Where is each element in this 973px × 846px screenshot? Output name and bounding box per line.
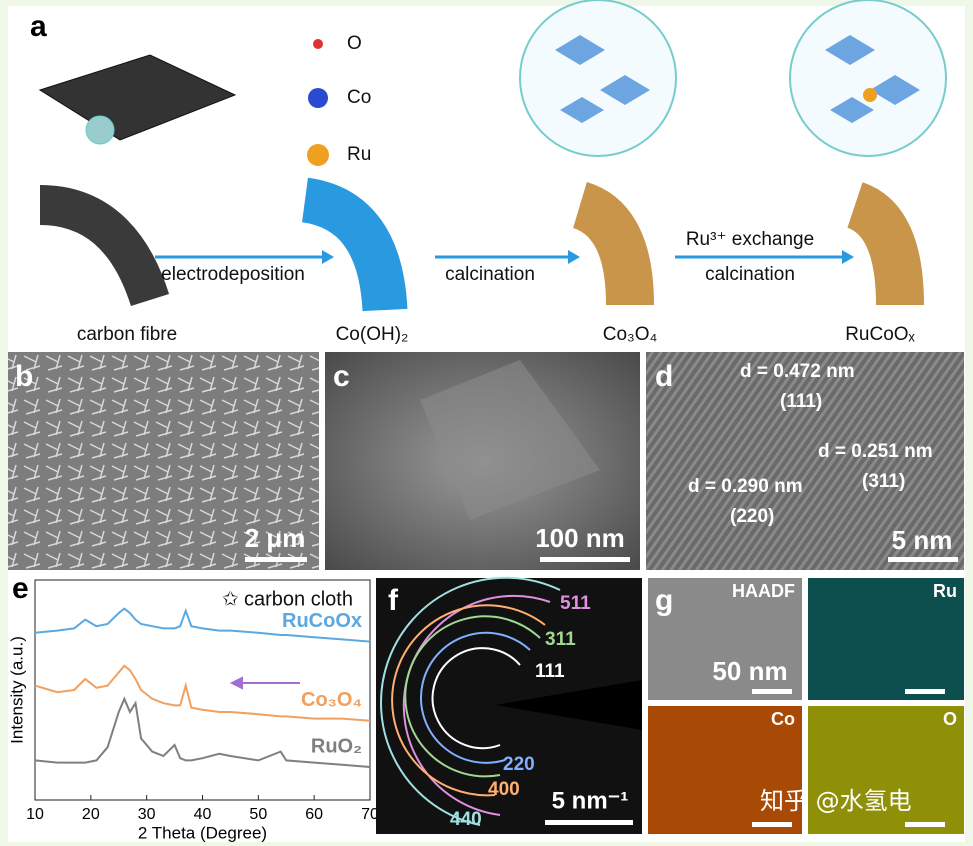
- panel-label: g: [655, 584, 673, 617]
- panel-label: d: [655, 360, 673, 393]
- scale-bar: [905, 822, 945, 827]
- x-tick-label: 20: [82, 806, 100, 823]
- step-label: electrodeposition: [161, 264, 305, 285]
- series-label: RuCoOx: [282, 610, 362, 632]
- annotation: d = 0.251 nm: [818, 441, 933, 462]
- rings: [380, 576, 561, 826]
- sem-image: [8, 352, 319, 570]
- scale-bar-label: 5 nm⁻¹: [552, 787, 629, 814]
- map-label: HAADF: [732, 581, 795, 601]
- annotation: (311): [862, 471, 905, 492]
- shift-arrow: [229, 676, 300, 690]
- annotation: d = 0.472 nm: [740, 361, 855, 382]
- scale-bar-label: 100 nm: [535, 523, 625, 553]
- zoom: [85, 115, 115, 145]
- co3o4: [571, 182, 654, 306]
- tem-image: [646, 352, 964, 570]
- step-label: calcination: [705, 264, 795, 285]
- o-map: [808, 706, 964, 834]
- panel-label: c: [333, 360, 350, 393]
- map-label: O: [943, 709, 957, 729]
- legend-marker: ✩: [222, 588, 239, 610]
- ring-label: 220: [503, 754, 535, 775]
- scale-bar: [545, 820, 633, 825]
- x-axis-label: 2 Theta (Degree): [138, 823, 267, 842]
- scale-bar: [245, 557, 307, 562]
- annotation: d = 0.290 nm: [688, 476, 803, 497]
- ring-label: 511: [560, 593, 591, 614]
- x-tick-label: 30: [138, 806, 156, 823]
- x-tick-label: 50: [249, 806, 267, 823]
- x-tick-label: 70: [361, 806, 379, 823]
- co-map: [648, 706, 802, 834]
- scale-bar: [540, 557, 630, 562]
- haadf-map: [648, 578, 802, 700]
- x-tick-label: 10: [26, 806, 44, 823]
- atom-co: [308, 88, 328, 108]
- series-label: RuO₂: [311, 735, 362, 757]
- ring-label: 440: [450, 809, 482, 830]
- scale-bar: [905, 689, 945, 694]
- panel-label: a: [30, 10, 47, 43]
- series-label: Co₃O₄: [301, 689, 362, 711]
- x-tick-label: 40: [194, 806, 212, 823]
- atom-o: [313, 39, 323, 49]
- ring-label: 111: [535, 661, 565, 682]
- annotation: (220): [730, 506, 774, 527]
- ru-site: [863, 88, 877, 102]
- beam-stop: [495, 680, 642, 730]
- x-tick-label: 60: [305, 806, 323, 823]
- polyhedra: [555, 35, 920, 123]
- material-label: Co(OH)₂: [336, 324, 409, 345]
- chart: 10 20 30 40 50 60 70 2 Theta (Degree) Intensity …: [7, 607, 379, 842]
- ring-label: 400: [488, 779, 520, 800]
- step-label: calcination: [445, 264, 535, 285]
- legend-label: Co: [347, 87, 371, 108]
- scale-bar: [752, 689, 792, 694]
- scale-bar-label: 5 nm: [892, 525, 953, 555]
- crystal-inset: [789, 0, 947, 157]
- rucoox: [845, 182, 924, 306]
- ru-map: [808, 578, 964, 700]
- material-label: RuCoOₓ: [845, 324, 915, 345]
- material-label: Co₃O₄: [603, 324, 658, 345]
- fibre: [39, 185, 170, 307]
- scale-bar-label: 2 μm: [245, 523, 306, 553]
- panel-label: b: [15, 360, 33, 393]
- scale-bar-label: 50 nm: [712, 656, 787, 686]
- map-label: Ru: [933, 581, 957, 601]
- sheet: [420, 360, 600, 520]
- panel-label: e: [12, 572, 29, 605]
- material-label: carbon fibre: [77, 324, 177, 345]
- map-label: Co: [771, 709, 795, 729]
- scale-bar: [888, 557, 958, 562]
- legend-label: carbon cloth: [244, 588, 353, 610]
- co-oh2: [301, 177, 408, 312]
- y-axis-label: Intensity (a.u.): [7, 636, 26, 744]
- ring-label: 311: [545, 629, 576, 650]
- crystal-inset: [519, 0, 677, 157]
- annotation: (111): [780, 391, 822, 412]
- legend-label: O: [347, 33, 362, 54]
- step-label: Ru³⁺ exchange: [686, 229, 814, 250]
- atom-ru: [307, 144, 329, 166]
- scale-bar: [752, 822, 792, 827]
- panel-label: f: [388, 584, 399, 617]
- series-line: [34, 607, 371, 643]
- legend-label: Ru: [347, 144, 371, 165]
- series-line: [34, 696, 371, 768]
- series-line: [34, 664, 371, 722]
- watermark: 知乎 @水氢电: [760, 787, 912, 815]
